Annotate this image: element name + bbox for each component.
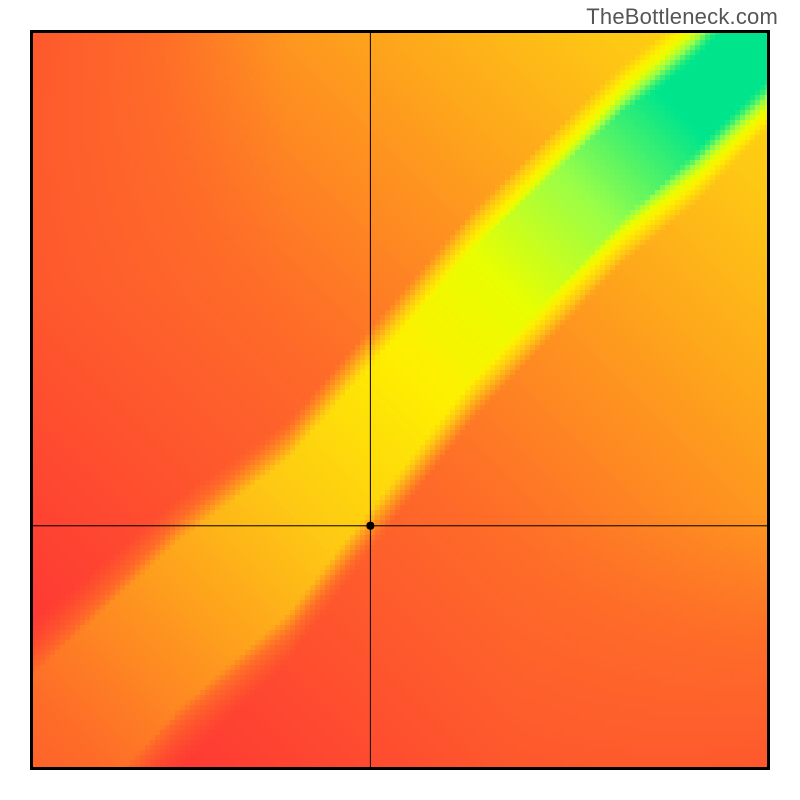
watermark-text: TheBottleneck.com: [586, 4, 778, 30]
bottleneck-heatmap: [30, 30, 770, 770]
